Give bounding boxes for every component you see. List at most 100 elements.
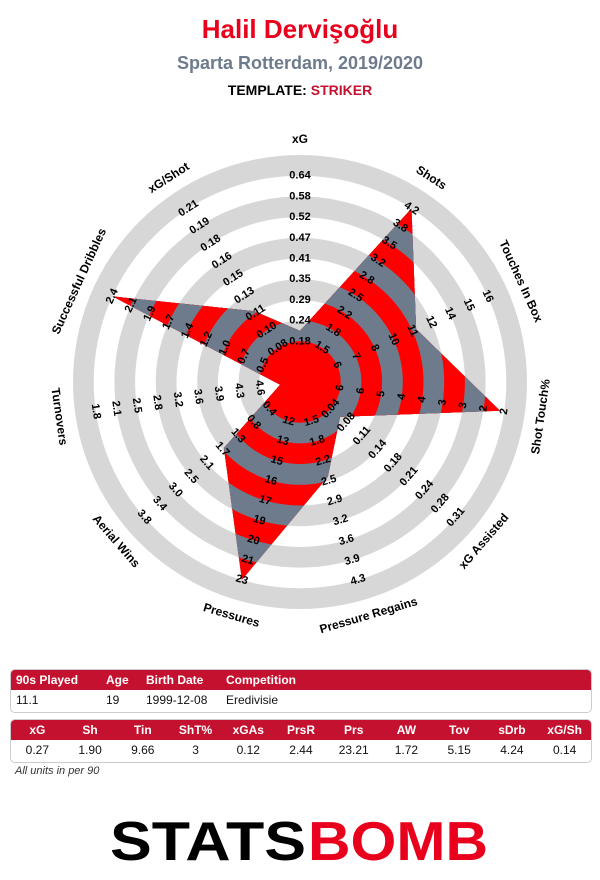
stats-value: 1.72	[394, 743, 419, 757]
info-col-played: 90s Played	[16, 673, 79, 687]
stats-value: 1.90	[78, 743, 102, 757]
template-label: TEMPLATE:	[227, 82, 307, 98]
tick-label: 4	[395, 392, 408, 401]
tick-label: 3.2	[171, 391, 185, 408]
units-footnote: All units in per 90	[15, 765, 100, 777]
radar-chart: 0.180.240.290.350.410.470.520.580.64xG1.…	[48, 132, 553, 636]
tick-label: 15	[269, 453, 284, 468]
tick-label: 21	[240, 553, 255, 568]
stats-value: 0.14	[552, 743, 577, 757]
tick-label: 0.29	[289, 294, 310, 306]
tick-label: 12	[423, 314, 439, 330]
tick-label: 16	[480, 288, 496, 304]
axis-label: Shot Touch%	[528, 378, 553, 455]
tick-label: 4.6	[253, 379, 267, 396]
tick-label: 0.41	[289, 253, 310, 265]
tick-label: 2	[498, 408, 511, 416]
stats-col-header: AW	[396, 723, 417, 737]
tick-label: 2.9	[326, 493, 344, 509]
tick-label: 1.0	[217, 338, 234, 357]
statsbomb-logo: STATS BOMB	[110, 812, 488, 868]
stats-col-header: ShT%	[178, 723, 213, 737]
tick-label: 6	[354, 387, 367, 395]
tick-label: 1.8	[89, 403, 103, 420]
tick-label: 4	[416, 395, 429, 404]
tick-label: 8	[368, 343, 381, 354]
tick-label: 23	[234, 572, 249, 587]
tick-label: 3	[436, 399, 449, 407]
tick-label: 2.1	[109, 400, 123, 417]
tick-label: 3.6	[337, 532, 355, 548]
tick-label: 2	[477, 405, 490, 413]
stats-col-header: Tin	[133, 723, 152, 737]
tick-label: 20	[246, 533, 261, 548]
stats-col-header: sDrb	[498, 723, 526, 737]
tick-label: 1.7	[160, 313, 177, 332]
info-col-competition: Competition	[226, 673, 296, 687]
stats-col-header: xGAs	[232, 723, 264, 737]
tick-label: 1.2	[198, 330, 215, 349]
tick-label: 0.58	[289, 190, 310, 202]
stats-value: 5.15	[447, 743, 471, 757]
stats-value: 0.12	[236, 743, 260, 757]
stats-table-header: xG Sh Tin ShT% xGAs PrsR Prs AW Tov sDrb xG/Sh	[11, 720, 591, 740]
tick-label: 11	[404, 323, 420, 339]
info-col-birthdate: Birth Date	[146, 673, 204, 687]
tick-label: 13	[275, 433, 290, 448]
axis-label: xG	[292, 132, 308, 146]
axis-label: Turnovers	[48, 387, 70, 447]
tick-label: 3	[457, 402, 470, 410]
tick-label: 12	[281, 414, 296, 429]
info-col-age: Age	[106, 673, 129, 687]
axis-label: Shots	[414, 163, 450, 193]
stats-col-header: Prs	[344, 723, 364, 737]
stats-col-header: xG	[29, 723, 46, 737]
template-value: STRIKER	[310, 82, 373, 98]
info-val-competition: Eredivisie	[226, 693, 279, 707]
tick-label: 2.8	[150, 394, 164, 411]
axis-label: Pressures	[202, 600, 262, 630]
tick-label: 1.5	[302, 413, 320, 429]
tick-label: 0.52	[289, 211, 310, 223]
tick-label: 2.1	[123, 295, 140, 314]
logo-stats-text: STATS	[110, 812, 306, 868]
player-name: Halil Dervişoğlu	[201, 14, 399, 44]
stats-col-header: xG/Sh	[547, 723, 582, 737]
info-table-header: 90s Played Age Birth Date Competition	[11, 670, 591, 690]
tick-label: 0.35	[289, 273, 310, 285]
tick-label: 3.6	[191, 388, 205, 405]
stats-table-row: 0.27 1.90 9.66 3 0.12 2.44 23.21 1.72 5.15 4.24 0.…	[11, 740, 591, 760]
tick-label: 16	[263, 473, 278, 488]
tick-label: 0.18	[289, 335, 310, 347]
stats-col-header: Sh	[82, 723, 98, 737]
stats-value: 2.44	[289, 743, 313, 757]
stats-value: 0.27	[25, 743, 50, 757]
tick-label: 5	[375, 390, 388, 398]
tick-label: 1.9	[141, 304, 158, 323]
tick-label: 4.3	[232, 382, 246, 399]
stats-value: 4.24	[500, 743, 524, 757]
tick-label: 14	[442, 305, 458, 322]
stats-col-header: PrsR	[286, 723, 315, 737]
logo-bomb-text: BOMB	[308, 812, 488, 868]
tick-label: 3.2	[332, 512, 350, 528]
stats-table: xG Sh Tin ShT% xGAs PrsR Prs AW Tov sDrb xG/Sh 0.2…	[10, 719, 592, 763]
tick-label: 10	[386, 331, 402, 347]
info-val-played: 11.1	[16, 693, 39, 707]
info-table-row: 11.1 19 1999-12-08 Eredivisie	[11, 690, 591, 710]
tick-label: 19	[252, 513, 267, 528]
tick-label: 15	[461, 297, 477, 313]
team-season: Sparta Rotterdam, 2019/2020	[176, 53, 424, 73]
tick-label: 3.9	[212, 385, 226, 402]
info-table: 90s Played Age Birth Date Competition 11…	[10, 669, 592, 713]
tick-label: 0.64	[289, 170, 311, 182]
tick-label: 0.7	[235, 347, 252, 366]
tick-label: 0.5	[254, 356, 271, 375]
tick-label: 6	[334, 384, 347, 392]
info-val-age: 19	[106, 693, 120, 707]
tick-label: 2.5	[320, 473, 338, 489]
tick-label: 0.47	[289, 232, 310, 244]
template-line: TEMPLATE: STRIKER	[0, 82, 600, 98]
tick-label: 2.2	[314, 453, 332, 469]
tick-label: 1.8	[308, 433, 326, 449]
